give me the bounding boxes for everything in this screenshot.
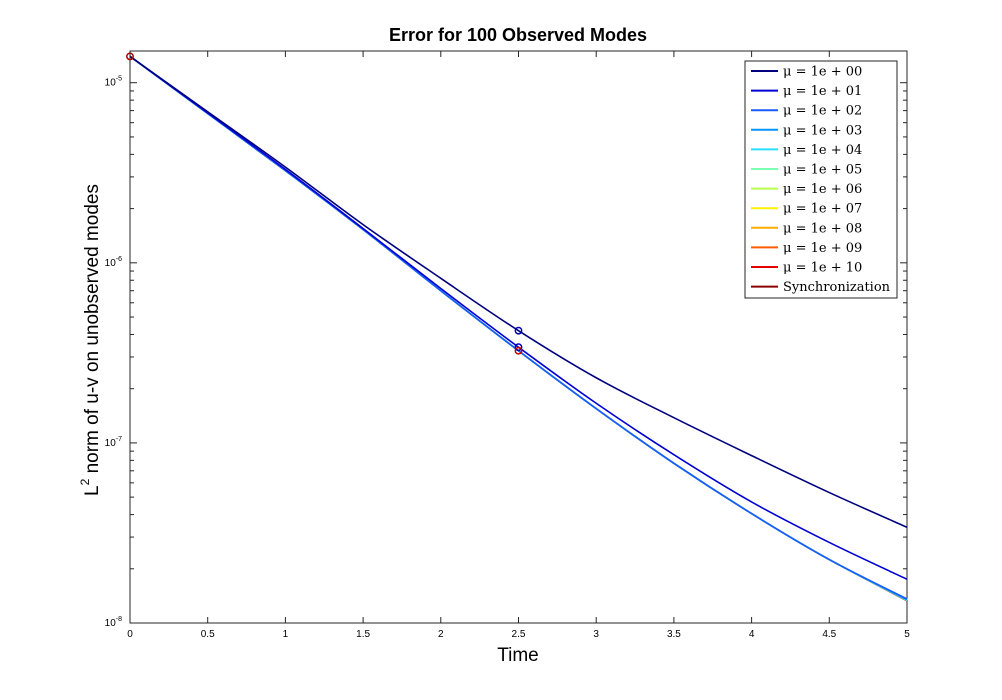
legend-entry-label: μ = 1e + 00 (783, 65, 862, 80)
x-tick-label: 0.5 (201, 629, 215, 640)
y-tick-exponent: -7 (116, 436, 122, 443)
y-tick-label: 10-5 (105, 76, 122, 89)
y-tick-base: 10 (105, 618, 117, 629)
legend-entry-label: μ = 1e + 08 (783, 221, 862, 236)
series-line-0 (129, 55, 908, 529)
y-tick-label: 10-7 (105, 436, 122, 449)
legend-entry-label: μ = 1e + 04 (783, 143, 862, 158)
series-marker-3 (514, 346, 523, 355)
y-axis-label: L2 norm of u-v on unobserved modes (78, 184, 103, 496)
y-tick-base: 10 (105, 258, 117, 269)
y-tick-exponent: -5 (116, 76, 122, 83)
y-tick-label: 10-8 (105, 616, 122, 629)
y-tick-base: 10 (105, 438, 117, 449)
x-tick-label: 4.5 (822, 629, 836, 640)
x-tick-label: 1.5 (356, 629, 370, 640)
legend-entry-label: μ = 1e + 02 (783, 104, 862, 119)
y-axis-label-rest: norm of u-v on unobserved modes (82, 184, 103, 479)
y-tick-exponent: -6 (116, 256, 122, 263)
x-tick-label: 3.5 (667, 629, 681, 640)
legend-entry-label: Synchronization (783, 280, 891, 295)
legend-entry-label: μ = 1e + 05 (783, 163, 862, 178)
x-tick-label: 1 (283, 629, 289, 640)
y-tick-label: 10-6 (105, 256, 122, 269)
x-tick-label: 4 (749, 629, 755, 640)
x-axis-label: Time (497, 645, 539, 666)
x-axis-ticks: 0 0.5 1 1.5 2 2.5 3 3.5 4 4.5 5 (127, 51, 910, 640)
x-tick-label: 0 (127, 629, 133, 640)
x-tick-label: 2 (438, 629, 444, 640)
y-tick-exponent: -8 (116, 616, 122, 623)
x-tick-label: 5 (904, 629, 910, 640)
y-axis-ticks: 10-810-710-610-5 (105, 76, 907, 629)
y-tick-base: 10 (105, 78, 117, 89)
series-marker-1 (514, 326, 523, 335)
chart-title: Error for 100 Observed Modes (389, 25, 647, 45)
legend-entry-label: μ = 1e + 01 (783, 84, 862, 99)
x-tick-label: 2.5 (512, 629, 526, 640)
legend: μ = 1e + 00 μ = 1e + 01 μ = 1e + 02 μ = 1e … (744, 60, 898, 299)
legend-entry-label: μ = 1e + 10 (783, 261, 862, 276)
y-axis-label-superscript: 2 (78, 478, 92, 485)
legend-entry-label: μ = 1e + 07 (783, 202, 862, 217)
legend-entry-label: μ = 1e + 06 (783, 182, 862, 197)
legend-entry-label: μ = 1e + 03 (783, 123, 862, 138)
x-tick-label: 3 (593, 629, 599, 640)
y-axis-label-base: L (82, 485, 103, 496)
legend-box (744, 60, 898, 299)
legend-entry-label: μ = 1e + 09 (783, 241, 862, 256)
series-marker-2 (514, 343, 523, 352)
